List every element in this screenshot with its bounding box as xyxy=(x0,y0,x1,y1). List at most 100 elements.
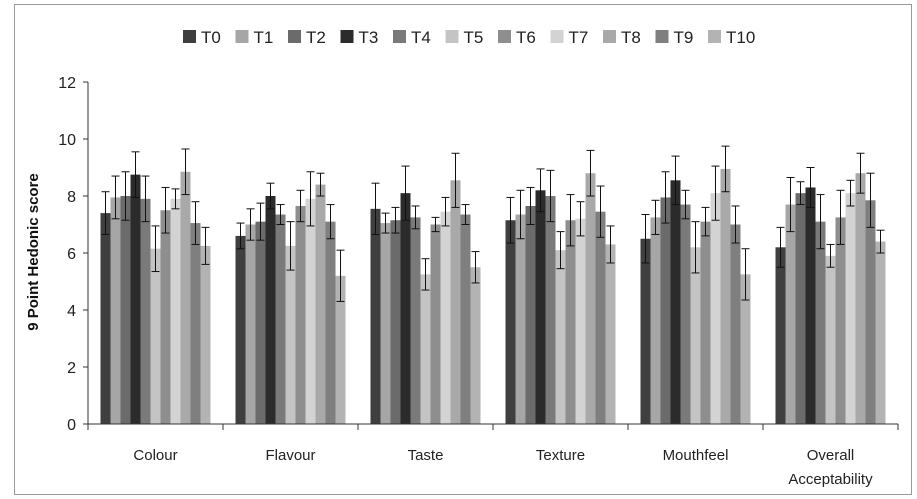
bar xyxy=(865,200,876,424)
bar xyxy=(785,204,796,424)
bar xyxy=(390,220,401,424)
bar xyxy=(660,197,671,424)
bar xyxy=(180,171,191,424)
legend-item-label: T3 xyxy=(359,28,379,47)
bar xyxy=(315,184,326,424)
bar xyxy=(410,217,421,424)
bar xyxy=(525,205,536,424)
bar xyxy=(285,245,296,424)
legend-item-label: T5 xyxy=(464,28,484,47)
legend-swatch xyxy=(288,30,301,43)
x-tick-label: Taste xyxy=(408,447,444,464)
legend-item-label: T0 xyxy=(201,28,221,47)
y-tick-label: 10 xyxy=(58,132,76,149)
bar xyxy=(700,221,711,424)
bar xyxy=(795,193,806,424)
bar xyxy=(440,211,451,424)
bar xyxy=(670,180,681,424)
legend-item-label: T10 xyxy=(726,28,755,47)
bar xyxy=(140,198,151,424)
bar xyxy=(325,221,336,424)
x-axis: Colour Flavour Taste Texture Mouthfeel Overal… xyxy=(87,423,899,488)
bar xyxy=(640,238,651,424)
bar xyxy=(815,221,826,424)
bar xyxy=(595,211,606,424)
bar xyxy=(875,241,886,424)
y-tick-label: 8 xyxy=(67,189,76,206)
legend-swatch xyxy=(235,30,249,43)
bar xyxy=(295,205,306,424)
legend-item-label: T9 xyxy=(674,28,694,47)
x-tick-label: Overall Acceptability xyxy=(788,447,873,488)
bar xyxy=(690,247,701,424)
bar xyxy=(825,255,836,424)
bar xyxy=(305,198,316,424)
x-tick-label: Texture xyxy=(536,447,585,464)
bar xyxy=(170,198,181,424)
bar xyxy=(120,196,131,424)
bar xyxy=(565,220,576,424)
x-tick-label: Flavour xyxy=(265,447,315,464)
legend: T0 T1 T2 T3 T4 T5 T6 T7 T8 T9 T10 xyxy=(183,28,755,47)
bar xyxy=(275,214,286,424)
bar xyxy=(575,218,586,424)
bar xyxy=(805,187,816,424)
bar xyxy=(650,217,661,424)
bar xyxy=(265,196,276,424)
legend-item-label: T6 xyxy=(516,28,536,47)
bar xyxy=(160,210,171,424)
bar xyxy=(835,217,846,424)
y-tick-label: 0 xyxy=(67,417,76,434)
y-axis: 0 2 4 6 8 10 12 xyxy=(58,75,89,434)
bar xyxy=(730,224,741,424)
bar xyxy=(400,193,411,424)
legend-swatch xyxy=(445,30,459,43)
bar xyxy=(545,196,556,424)
y-axis-label: 9 Point Hedonic score xyxy=(25,173,42,331)
legend-swatch xyxy=(498,30,511,43)
x-tick-label: Mouthfeel xyxy=(663,447,729,464)
bar xyxy=(100,213,111,424)
legend-item-label: T4 xyxy=(411,28,431,47)
bar xyxy=(555,250,566,424)
legend-swatch xyxy=(655,30,669,43)
bar xyxy=(245,224,256,424)
bars xyxy=(100,145,886,424)
legend-swatch xyxy=(708,30,721,43)
bar xyxy=(605,244,616,424)
bar xyxy=(740,274,751,424)
legend-swatch xyxy=(603,30,616,43)
bar xyxy=(775,247,786,424)
bar xyxy=(470,267,481,424)
bar xyxy=(535,190,546,424)
legend-item-label: T7 xyxy=(569,28,589,47)
bar xyxy=(200,245,211,424)
bar xyxy=(845,193,856,424)
bar xyxy=(710,193,721,424)
legend-swatch xyxy=(340,30,354,43)
bar xyxy=(190,223,201,424)
y-tick-label: 6 xyxy=(67,246,76,263)
bar xyxy=(235,235,246,424)
bar xyxy=(130,174,141,424)
bar xyxy=(430,224,441,424)
bar xyxy=(515,214,526,424)
bar xyxy=(505,220,516,424)
y-tick-label: 2 xyxy=(67,360,76,377)
bar xyxy=(855,173,866,424)
bar xyxy=(585,173,596,424)
bar xyxy=(370,208,381,424)
bar xyxy=(335,275,346,424)
x-tick-label: Colour xyxy=(133,447,177,464)
bar xyxy=(110,197,121,424)
bar xyxy=(380,223,391,424)
bar xyxy=(720,168,731,424)
legend-swatch xyxy=(550,30,564,43)
bar xyxy=(450,180,461,424)
bar xyxy=(150,248,161,424)
bar xyxy=(460,214,471,424)
bar xyxy=(680,204,691,424)
legend-swatch xyxy=(183,30,196,43)
